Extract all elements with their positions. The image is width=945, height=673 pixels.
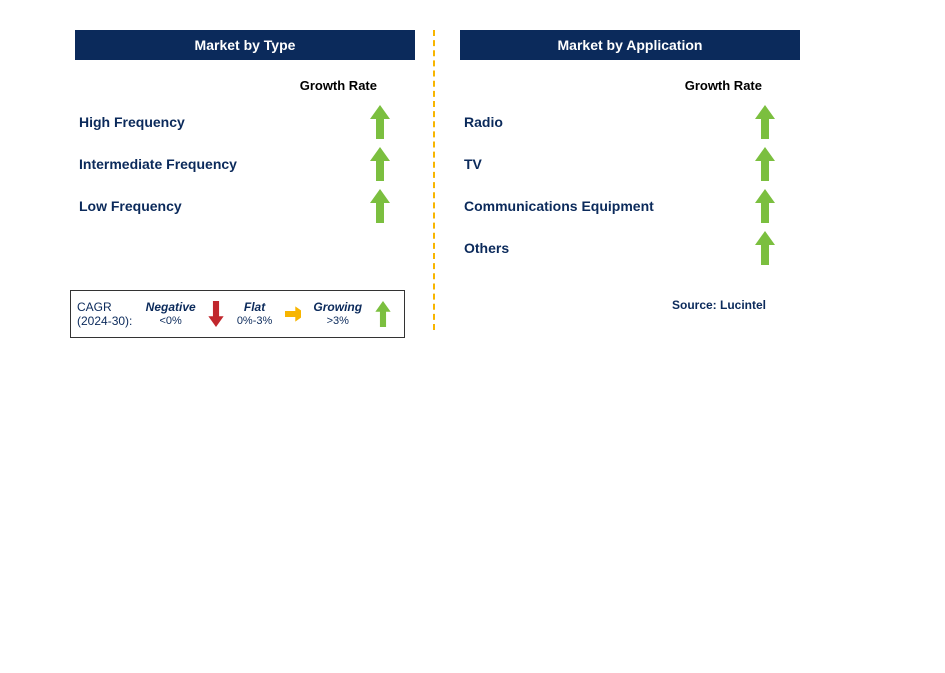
row-label: Radio [460,114,503,130]
row-arrow [345,189,415,223]
legend-cagr-line2: (2024-30): [77,314,132,328]
row-label: Others [460,240,509,256]
growth-rate-label: Growth Rate [75,78,377,93]
legend-cagr-line1: CAGR [77,300,132,314]
row-arrow [730,147,800,181]
panel-market-by-application: Market by Application Growth Rate Radio … [460,30,800,269]
data-row: TV [460,143,800,185]
arrow-up-green-icon [370,147,390,181]
arrow-up-green-icon [370,189,390,223]
legend-arrow [285,301,301,327]
vertical-divider [433,30,435,330]
arrow-right-yellow-icon [285,301,301,327]
legend-item: Negative <0% [146,300,196,328]
row-arrow [730,189,800,223]
rows-container: Radio TV Communications Equipment Others [460,101,800,269]
row-label: Communications Equipment [460,198,654,214]
legend-box: CAGR (2024-30): Negative <0% Flat 0%-3% … [70,290,405,338]
legend-item-title: Flat [244,300,265,314]
data-row: Intermediate Frequency [75,143,415,185]
row-arrow [345,147,415,181]
row-arrow [345,105,415,139]
data-row: High Frequency [75,101,415,143]
data-row: Radio [460,101,800,143]
row-arrow [730,231,800,265]
arrow-up-green-icon [755,231,775,265]
legend-cagr: CAGR (2024-30): [77,300,132,329]
legend-item: Growing >3% [313,300,362,328]
panel-header: Market by Type [75,30,415,60]
legend-item-title: Growing [313,300,362,314]
arrow-up-green-icon [755,147,775,181]
row-label: TV [460,156,482,172]
arrow-up-green-icon [370,105,390,139]
row-label: High Frequency [75,114,185,130]
data-row: Communications Equipment [460,185,800,227]
data-row: Others [460,227,800,269]
row-label: Intermediate Frequency [75,156,237,172]
legend-arrow [375,301,391,327]
legend-item-sub: >3% [327,315,349,328]
legend-item: Flat 0%-3% [237,300,272,328]
rows-container: High Frequency Intermediate Frequency Lo… [75,101,415,227]
arrow-up-green-icon [375,301,391,327]
legend-item-title: Negative [146,300,196,314]
arrow-up-green-icon [755,189,775,223]
row-label: Low Frequency [75,198,182,214]
panel-market-by-type: Market by Type Growth Rate High Frequenc… [75,30,415,227]
row-arrow [730,105,800,139]
legend-arrow [208,301,224,327]
data-row: Low Frequency [75,185,415,227]
legend-items-container: Negative <0% Flat 0%-3% Growing >3% [140,300,398,328]
source-label: Source: Lucintel [672,298,766,312]
arrow-down-red-icon [208,301,224,327]
legend-item-sub: 0%-3% [237,315,272,328]
arrow-up-green-icon [755,105,775,139]
growth-rate-label: Growth Rate [460,78,762,93]
panel-header: Market by Application [460,30,800,60]
legend-item-sub: <0% [160,315,182,328]
